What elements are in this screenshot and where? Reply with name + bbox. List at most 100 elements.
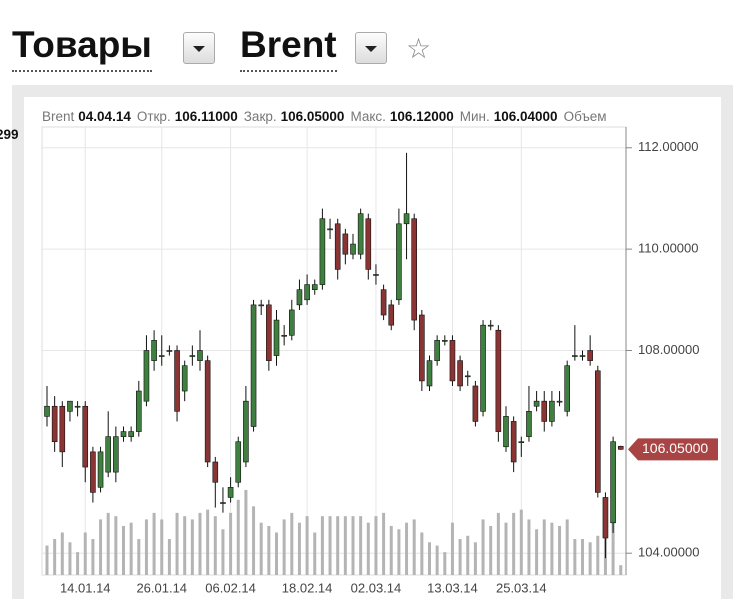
candle-body [250,304,257,427]
volume-bar [313,532,317,575]
volume-bar [405,522,409,575]
volume-bar [76,552,80,575]
candle-body [587,350,593,361]
candle-body [480,324,486,412]
candle-body [82,405,89,468]
candle-body [288,309,295,336]
volume-bar [496,512,500,575]
candle-body [158,355,165,357]
info-label: Мин. [459,109,490,124]
candle-body [457,360,463,387]
volume-bar [83,532,87,575]
volume-bar [114,516,118,575]
candle-body [510,421,517,463]
volume-bar [611,509,615,575]
volume-bar [297,522,301,575]
candle-body [120,431,127,437]
candle-body [90,451,96,493]
volume-bar [389,525,393,575]
category-dropdown[interactable] [183,32,215,64]
candle-body [411,218,418,321]
candle-body [449,340,456,382]
candle-body [74,405,81,408]
favorite-star[interactable]: ☆ [406,33,432,64]
x-tick-label: 25.03.14 [496,580,547,595]
volume-bar [144,519,148,575]
x-tick-label: 13.03.14 [427,580,478,595]
candle-body [311,284,318,290]
candle-body [594,370,601,493]
y-tick-label: 108.00000 [638,342,699,357]
candle-body [273,319,280,356]
candle-body [174,350,180,412]
info-label: Brent [42,109,75,124]
volume-bar [183,516,187,575]
candle-body [419,314,425,382]
candle-body [136,390,142,432]
candle-body [526,411,532,437]
candle-body [556,400,563,403]
volume-bar [420,532,424,575]
volume-bar [267,525,271,575]
candle-body [617,445,624,450]
candle-body [105,436,111,473]
volume-bar [152,512,156,575]
info-label: Макс. [350,109,386,124]
candle-body [204,360,211,463]
volume-bar [573,539,577,575]
info-value: 106.05000 [280,109,345,124]
info-item: Brent 04.04.14 [42,109,137,124]
y-tick-label: 110.00000 [638,241,699,256]
candle-body [304,284,310,301]
candle-body [319,218,326,285]
candle-body [380,289,387,316]
candle-body [495,329,502,432]
volume-bar [565,519,569,575]
volume-bar [504,522,508,575]
candle-body [128,431,134,437]
info-item: Мин. 106.04000 [460,109,564,124]
candle-body [572,355,578,357]
volume-bar [473,542,477,575]
info-value: 106.11000 [174,109,238,124]
volume-bar [45,545,49,575]
volume-bar [305,516,309,575]
candle-body [181,365,188,392]
candle-body [579,355,586,357]
candle-body [503,416,509,448]
candle-body [113,436,119,473]
volume-bar [282,519,286,575]
instrument-title: Brent [240,22,337,72]
instrument-dropdown[interactable] [355,32,387,64]
candle-body [549,400,555,422]
info-label: Откр. [136,109,171,124]
candle-body [197,350,203,361]
volume-bar [519,509,523,575]
price-tag-label: 106.05000 [642,440,708,456]
candle-body [266,304,272,361]
candle-body [67,400,73,412]
info-item: Откр. 106.11000 [137,109,244,124]
candle-body [243,400,249,463]
volume-bar [527,519,531,575]
volume-bar [596,535,600,575]
info-label: Закр. [243,109,277,124]
volume-bar [412,519,416,575]
volume-bar [450,522,454,575]
volume-bar [175,512,179,575]
volume-bar [550,522,554,575]
candle-body [441,340,448,342]
candle-body [334,223,341,270]
volume-bar [588,542,592,575]
volume-bar [512,512,516,575]
volume-bar [68,542,72,575]
volume-bar [160,519,164,575]
volume-bar [252,506,256,575]
info-item: Макс. 106.12000 [350,109,459,124]
volume-bar [382,512,386,575]
category-title: Товары [12,22,152,72]
candle-body [373,274,379,276]
candle-body [235,441,242,483]
